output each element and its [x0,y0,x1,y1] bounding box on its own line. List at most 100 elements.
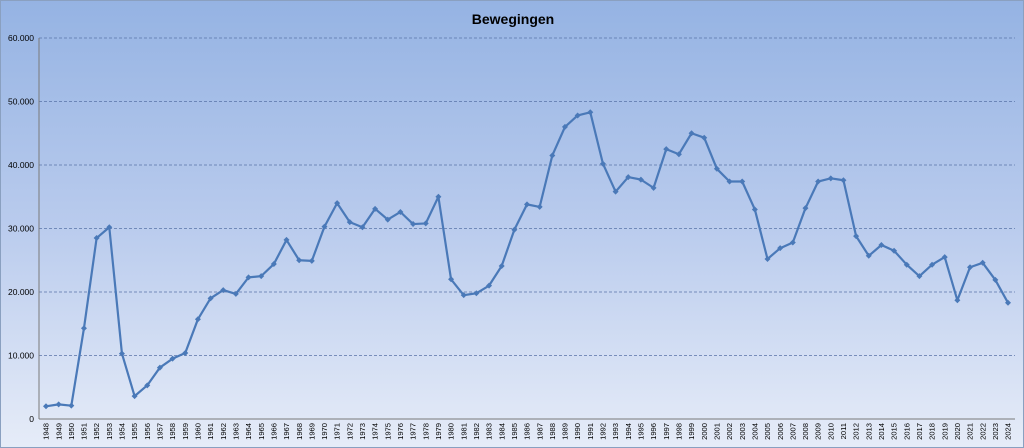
data-point [650,184,657,191]
data-point [68,402,75,409]
x-tick-label: 1988 [548,423,557,440]
data-point [713,165,720,172]
data-point [460,292,467,299]
x-tick-label: 2007 [788,423,797,440]
x-tick-label: 2023 [991,423,1000,440]
x-tick-label: 1980 [447,423,456,440]
x-tick-label: 1979 [434,423,443,440]
x-tick-label: 2017 [915,423,924,440]
y-tick-label: 60.000 [8,33,34,43]
data-point [448,276,455,283]
x-tick-label: 1957 [156,423,165,440]
x-tick-label: 1959 [181,423,190,440]
series-line [45,111,1009,408]
x-tick-label: 2020 [953,423,962,440]
x-tick-label: 1961 [206,423,215,440]
axes [38,38,1015,420]
x-tick-label: 1996 [649,423,658,440]
x-tick-label: 1958 [168,423,177,440]
x-tick-label: 1974 [371,423,380,440]
x-tick-label: 2000 [700,423,709,440]
x-tick-label: 2001 [712,423,721,440]
data-point [625,174,632,181]
data-point [941,254,948,261]
x-tick-label: 1997 [662,423,671,440]
x-tick-label: 2012 [852,423,861,440]
data-point [599,160,606,167]
x-axis-tick-labels: 1948 1949 1950 1951 1952 1953 1954 1955 1956 1957… [42,423,1013,440]
y-tick-label: 30.000 [8,224,34,234]
x-tick-label: 2005 [763,423,772,440]
data-point [118,350,125,357]
x-tick-label: 1995 [637,423,646,440]
series [43,109,1011,410]
x-tick-label: 1987 [535,423,544,440]
x-tick-label: 1951 [80,423,89,440]
x-tick-label: 2008 [801,423,810,440]
data-point [954,297,961,304]
data-point [372,205,379,212]
data-point [308,257,315,264]
x-tick-label: 1976 [396,423,405,440]
data-point [701,134,708,141]
x-tick-label: 1989 [561,423,570,440]
x-tick-label: 1994 [624,423,633,440]
x-tick-label: 1975 [383,423,392,440]
data-point [967,264,974,271]
y-tick-label: 40.000 [8,160,34,170]
x-tick-label: 2002 [725,423,734,440]
x-tick-label: 2009 [814,423,823,440]
x-tick-label: 2019 [940,423,949,440]
data-point [270,261,277,268]
data-point [55,401,62,408]
x-tick-label: 1965 [257,423,266,440]
data-point [587,109,594,116]
data-point [93,235,100,242]
x-tick-label: 1970 [320,423,329,440]
data-point [637,176,644,183]
data-point [498,262,505,269]
data-point [245,274,252,281]
y-axis-tick-labels: 0 10.000 20.000 30.000 40.000 50.000 60.000 [8,33,34,424]
x-tick-label: 1963 [231,423,240,440]
data-point [574,112,581,119]
data-point [359,224,366,231]
x-tick-label: 2021 [966,423,975,440]
x-tick-label: 1999 [687,423,696,440]
y-tick-label: 0 [29,414,34,424]
data-point [777,245,784,252]
x-tick-label: 2024 [1004,423,1013,440]
data-point [840,177,847,184]
data-point [156,364,163,371]
x-tick-label: 1968 [295,423,304,440]
data-point [194,316,201,323]
data-point [144,382,151,389]
x-tick-label: 2018 [928,423,937,440]
x-tick-label: 2011 [839,423,848,439]
x-tick-label: 2013 [864,423,873,440]
data-point [106,224,113,231]
data-point [524,201,530,208]
data-point [802,205,809,212]
x-tick-label: 1982 [472,423,481,440]
y-tick-label: 50.000 [8,97,34,107]
x-tick-label: 2016 [902,423,911,440]
data-point [979,259,986,266]
data-point [169,355,176,362]
data-point [789,239,796,246]
x-tick-label: 1952 [92,423,101,440]
x-tick-label: 1986 [523,423,532,440]
x-tick-label: 2006 [776,423,785,440]
data-point [536,203,543,210]
x-tick-label: 1998 [674,423,683,440]
data-point [43,403,49,410]
x-tick-label: 2015 [890,423,899,440]
data-point [346,219,353,226]
x-tick-label: 1991 [586,423,595,440]
x-tick-label: 1953 [105,423,114,440]
data-point [865,252,872,259]
gridlines [39,37,1015,356]
data-point [511,226,518,233]
data-point [726,178,733,185]
